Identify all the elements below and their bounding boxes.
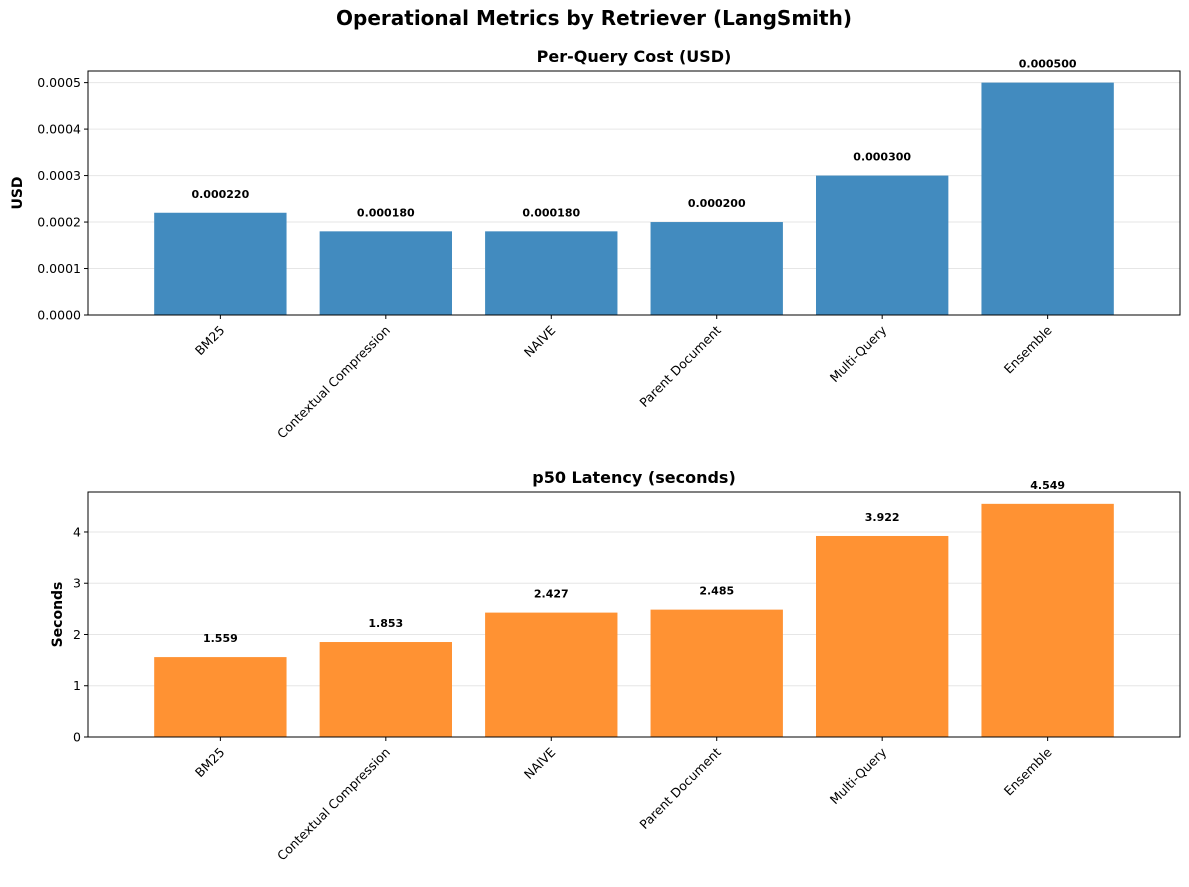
cost-xtick-label: Multi-Query [827, 322, 890, 385]
latency-bar-multi-query [816, 535, 949, 737]
cost-ytick-label: 0.0001 [37, 261, 81, 276]
latency-bar-ensemble [981, 503, 1114, 737]
cost-data-label: 0.000220 [191, 188, 249, 201]
latency-bar-bm25 [154, 657, 287, 737]
cost-xtick-label: Contextual Compression [274, 323, 393, 442]
latency-y-axis-label: Seconds [50, 582, 66, 648]
cost-xtick-label: NAIVE [521, 322, 559, 360]
latency-xtick-label: Ensemble [1001, 744, 1055, 798]
cost-bar-multi-query [816, 175, 949, 315]
cost-data-label: 0.000500 [1019, 58, 1077, 71]
latency-ytick-label: 4 [73, 524, 81, 539]
latency-chart-title: p50 Latency (seconds) [532, 468, 736, 487]
latency-data-label: 1.559 [203, 632, 238, 645]
latency-xtick-label: Multi-Query [827, 744, 890, 807]
cost-chart-panel: 0.000220 0.000180 0.000180 0.000200 0.000300… [10, 47, 1181, 442]
cost-ytick-label: 0.0002 [37, 215, 81, 230]
cost-axes-frame [87, 70, 1181, 316]
latency-data-label: 4.549 [1030, 479, 1065, 492]
cost-ytick-label: 0.0004 [37, 122, 81, 137]
latency-xtick-label: NAIVE [521, 744, 559, 782]
latency-chart-panel: 1.559 1.853 2.427 2.485 3.922 4.549 0 1 2 3 4 BM25 C… [50, 468, 1181, 864]
figure-title: Operational Metrics by Retriever (LangSm… [336, 6, 852, 30]
cost-y-axis-label: USD [10, 176, 26, 209]
latency-bar-contextual-compression [319, 642, 452, 737]
latency-ytick-label: 3 [73, 576, 81, 591]
latency-data-label: 2.485 [699, 585, 734, 598]
cost-bar-bm25 [154, 212, 287, 315]
cost-xtick-label: BM25 [192, 323, 228, 359]
cost-ytick-label: 0.0005 [37, 75, 81, 90]
latency-xtick-label: Contextual Compression [274, 745, 393, 864]
cost-ytick-label: 0.0003 [37, 168, 81, 183]
cost-ytick-label: 0.0000 [37, 308, 81, 323]
cost-data-label: 0.000180 [522, 206, 580, 219]
cost-data-label: 0.000180 [357, 206, 415, 219]
cost-bar-parent-document [650, 222, 783, 315]
latency-data-label: 1.853 [368, 617, 403, 630]
latency-bar-naive [485, 612, 618, 737]
cost-data-label: 0.000200 [688, 197, 746, 210]
latency-xtick-label: BM25 [192, 745, 228, 781]
cost-data-label: 0.000300 [853, 151, 911, 164]
cost-chart-title: Per-Query Cost (USD) [537, 47, 732, 66]
latency-bar-parent-document [650, 609, 783, 737]
latency-ytick-label: 2 [73, 627, 81, 642]
latency-ytick-label: 1 [73, 678, 81, 693]
cost-xtick-label: Parent Document [636, 322, 724, 410]
cost-bar-naive [485, 231, 618, 315]
latency-xtick-label: Parent Document [636, 744, 724, 832]
cost-xtick-label: Ensemble [1001, 322, 1055, 376]
latency-axes-frame [87, 491, 1181, 738]
cost-bar-contextual-compression [319, 231, 452, 315]
latency-data-label: 2.427 [534, 588, 569, 601]
latency-ytick-label: 0 [73, 730, 81, 745]
latency-data-label: 3.922 [865, 511, 900, 524]
cost-bar-ensemble [981, 82, 1114, 315]
